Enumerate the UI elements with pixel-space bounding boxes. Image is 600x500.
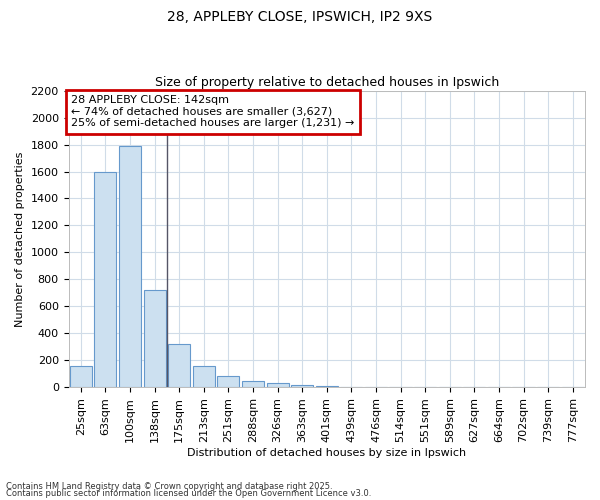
Text: Contains public sector information licensed under the Open Government Licence v3: Contains public sector information licen…	[6, 490, 371, 498]
Bar	[168, 344, 190, 387]
Bar	[94, 172, 116, 387]
Title: Size of property relative to detached houses in Ipswich: Size of property relative to detached ho…	[155, 76, 499, 90]
Text: 28, APPLEBY CLOSE, IPSWICH, IP2 9XS: 28, APPLEBY CLOSE, IPSWICH, IP2 9XS	[167, 10, 433, 24]
X-axis label: Distribution of detached houses by size in Ipswich: Distribution of detached houses by size …	[187, 448, 466, 458]
Text: Contains HM Land Registry data © Crown copyright and database right 2025.: Contains HM Land Registry data © Crown c…	[6, 482, 332, 491]
Y-axis label: Number of detached properties: Number of detached properties	[15, 151, 25, 326]
Bar	[70, 366, 92, 387]
Bar	[217, 376, 239, 387]
Bar	[143, 290, 166, 387]
Bar	[119, 146, 141, 387]
Bar	[291, 385, 313, 387]
Bar	[316, 386, 338, 387]
Bar	[193, 366, 215, 387]
Bar	[242, 381, 264, 387]
Text: 28 APPLEBY CLOSE: 142sqm
← 74% of detached houses are smaller (3,627)
25% of sem: 28 APPLEBY CLOSE: 142sqm ← 74% of detach…	[71, 95, 355, 128]
Bar	[266, 383, 289, 387]
